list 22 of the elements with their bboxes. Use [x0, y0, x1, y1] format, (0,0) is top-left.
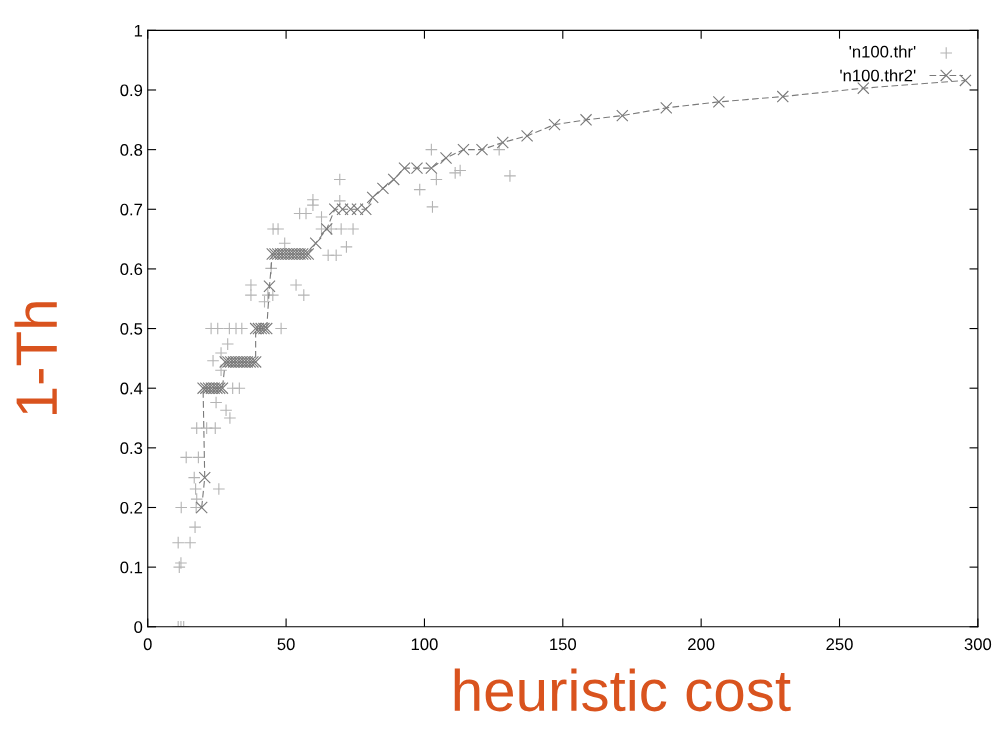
x-tick-label: 50 — [277, 638, 295, 651]
x-tick-label: 250 — [826, 638, 853, 651]
x-tick-label: 100 — [411, 638, 438, 651]
x-tick-label: 150 — [550, 638, 577, 651]
legend-label: 'n100.thr' — [849, 45, 916, 58]
x-tick-label: 300 — [964, 638, 992, 651]
y-tick-label: 1 — [134, 24, 143, 37]
y-tick-label: 0.5 — [120, 322, 143, 335]
x-tick-label: 200 — [688, 638, 715, 651]
x-axis-title: heuristic cost — [454, 668, 791, 712]
y-tick-label: 0.3 — [120, 442, 143, 455]
legend-label: 'n100.thr2' — [840, 69, 916, 82]
y-tick-label: 0.9 — [120, 84, 143, 97]
y-tick-label: 0 — [134, 621, 143, 633]
y-tick-label: 0.1 — [120, 561, 143, 574]
y-axis-title: 1-Th — [14, 302, 57, 414]
y-tick-label: 0.8 — [120, 144, 143, 156]
y-tick-label: 0.4 — [120, 382, 143, 395]
y-tick-label: 0.6 — [120, 263, 143, 276]
y-tick-label: 0.2 — [120, 501, 143, 514]
y-tick-label: 0.7 — [120, 203, 143, 216]
x-tick-label: 0 — [143, 638, 152, 651]
